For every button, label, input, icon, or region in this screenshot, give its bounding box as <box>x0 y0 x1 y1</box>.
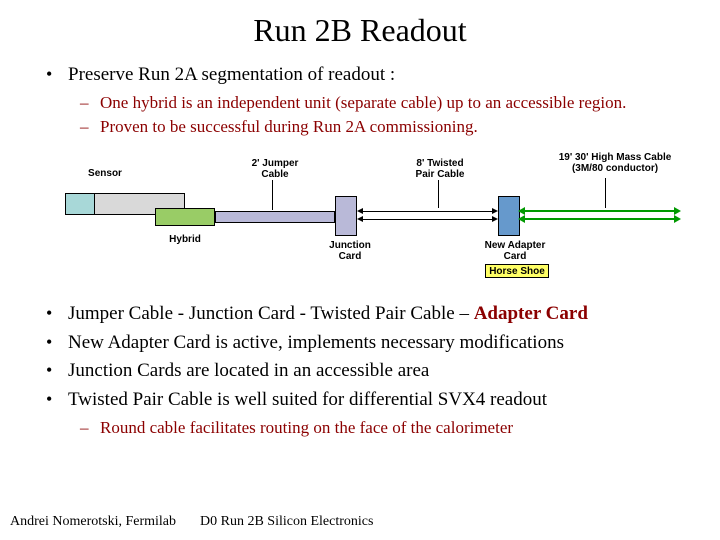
label-highmass: 19' 30' High Mass Cable (3M/80 conductor… <box>550 152 680 174</box>
bullet-list-bottom: Jumper Cable - Junction Card - Twisted P… <box>40 302 700 439</box>
label-adapter: New Adapter Card <box>480 240 550 262</box>
bullet-chain: Jumper Cable - Junction Card - Twisted P… <box>40 302 700 327</box>
sublist-bottom: Round cable facilitates routing on the f… <box>68 417 700 439</box>
box-hybrid <box>155 208 215 226</box>
sublist-top: One hybrid is an independent unit (separ… <box>68 92 700 138</box>
arrow-highmass <box>605 178 606 208</box>
bullet-twisted-suited: Twisted Pair Cable is well suited for di… <box>40 388 700 439</box>
sub-round-cable: Round cable facilitates routing on the f… <box>68 417 700 439</box>
arrowhead-hm-l1 <box>518 207 525 215</box>
arrowhead-hm-l2 <box>518 215 525 223</box>
bullet-twisted-text: Twisted Pair Cable is well suited for di… <box>68 389 547 410</box>
readout-diagram: Sensor Hybrid 2' Jumper Cable Junction C… <box>50 148 690 288</box>
line-highmass-1 <box>522 210 677 212</box>
label-jumper: 2' Jumper Cable <box>245 158 305 180</box>
arrowhead-hm-r1 <box>674 207 681 215</box>
bullet-adapter-active: New Adapter Card is active, implements n… <box>40 331 700 356</box>
bullet-list-top: Preserve Run 2A segmentation of readout … <box>40 63 700 138</box>
bullet-text: Preserve Run 2A segmentation of readout … <box>68 64 395 85</box>
bullet-preserve: Preserve Run 2A segmentation of readout … <box>40 63 700 138</box>
bullet-junction-loc: Junction Cards are located in an accessi… <box>40 359 700 384</box>
label-junction: Junction Card <box>325 240 375 262</box>
bullet-chain-pre: Jumper Cable - Junction Card - Twisted P… <box>68 303 474 324</box>
arrowhead-tw-l2 <box>357 216 363 222</box>
box-jumper <box>215 211 335 223</box>
box-horseshoe: Horse Shoe <box>485 264 549 278</box>
line-highmass-2 <box>522 218 677 220</box>
sub-proven: Proven to be successful during Run 2A co… <box>68 116 700 138</box>
arrowhead-tw-l1 <box>357 208 363 214</box>
arrow-jumper <box>272 180 273 210</box>
page-title: Run 2B Readout <box>0 0 720 63</box>
line-twisted-1 <box>360 211 495 212</box>
label-sensor: Sensor <box>80 168 130 179</box>
sub-hybrid-unit: One hybrid is an independent unit (separ… <box>68 92 700 114</box>
arrowhead-hm-r2 <box>674 215 681 223</box>
label-twisted: 8' Twisted Pair Cable <box>410 158 470 180</box>
box-adapter <box>498 196 520 236</box>
line-twisted-2 <box>360 219 495 220</box>
box-sensor-overlay <box>65 193 95 215</box>
footer-author: Andrei Nomerotski, Fermilab <box>10 514 176 530</box>
bullet-chain-em: Adapter Card <box>474 303 588 324</box>
footer-project: D0 Run 2B Silicon Electronics <box>200 514 373 530</box>
label-hybrid: Hybrid <box>160 234 210 245</box>
content-area: Preserve Run 2A segmentation of readout … <box>0 63 720 439</box>
box-junction <box>335 196 357 236</box>
arrow-twisted <box>438 180 439 208</box>
